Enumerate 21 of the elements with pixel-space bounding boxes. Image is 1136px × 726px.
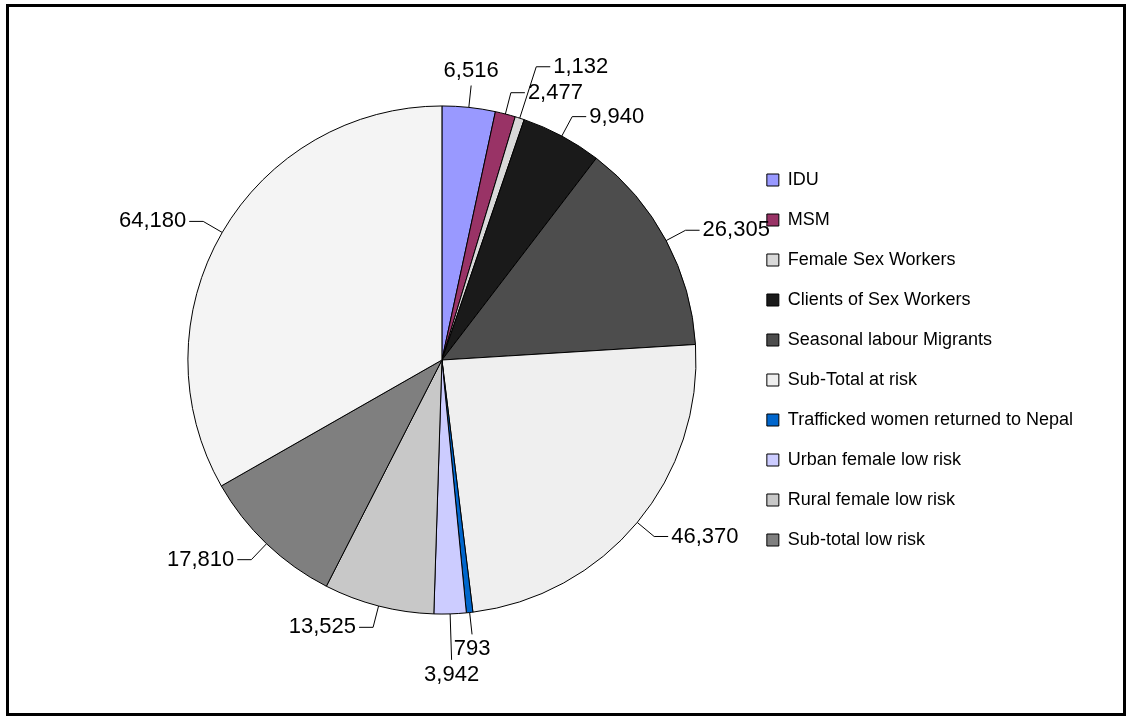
legend-label: Sub-Total at risk (787, 368, 918, 389)
legend-label: Rural female low risk (787, 488, 956, 509)
data-label: 793 (453, 635, 491, 661)
legend-label: Female Sex Workers (787, 248, 956, 269)
data-label: 3,942 (424, 660, 480, 686)
data-label: 9,940 (589, 102, 645, 128)
data-label: 1,132 (553, 52, 609, 78)
legend-label: MSM (787, 208, 830, 229)
data-label: 17,810 (167, 545, 235, 571)
legend-label: IDU (787, 168, 819, 189)
data-label: 13,525 (288, 613, 357, 639)
data-label: 64,180 (118, 207, 187, 233)
data-label: 26,305 (702, 216, 770, 242)
legend-label: Seasonal labour Migrants (787, 328, 992, 349)
data-label: 6,516 (443, 56, 499, 82)
data-label: 2,477 (527, 78, 583, 104)
data-label: 46,370 (671, 522, 739, 548)
legend-label: Sub-total low risk (787, 528, 926, 549)
legend-label: Urban female low risk (787, 448, 962, 469)
legend-label: Clients of Sex Workers (787, 288, 971, 309)
legend-label: Trafficked women returned to Nepal (787, 408, 1074, 429)
